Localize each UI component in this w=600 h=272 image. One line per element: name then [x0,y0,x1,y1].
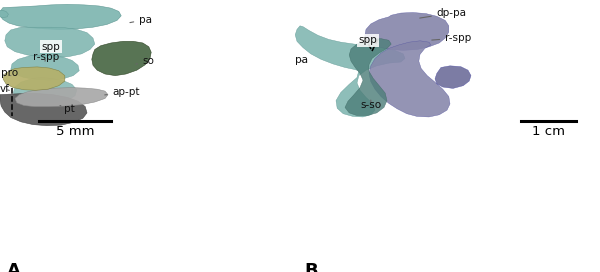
Text: pro: pro [1,68,19,78]
Text: A: A [7,262,21,272]
Polygon shape [0,4,121,29]
Polygon shape [92,41,151,76]
Polygon shape [3,67,65,90]
Text: pt: pt [60,104,74,114]
Polygon shape [0,10,8,18]
Text: spp: spp [41,42,61,52]
Text: r-spp: r-spp [33,52,59,62]
Text: so: so [136,56,155,66]
Polygon shape [369,41,450,117]
Text: 1 cm: 1 cm [532,125,565,138]
Text: ap-pt: ap-pt [105,88,140,97]
Polygon shape [13,78,77,104]
Text: vf: vf [0,84,10,94]
Polygon shape [11,55,79,80]
Text: pa: pa [295,55,308,65]
Polygon shape [345,39,391,116]
Text: 5 mm: 5 mm [56,125,94,138]
Text: dp-pa: dp-pa [420,8,467,18]
Polygon shape [365,13,449,50]
Polygon shape [435,66,471,88]
Polygon shape [0,94,87,126]
Text: pa: pa [130,15,152,24]
Text: r-spp: r-spp [432,33,472,43]
Polygon shape [5,27,95,58]
Text: spp: spp [359,35,377,45]
Text: B: B [305,262,319,272]
Polygon shape [295,26,405,117]
Text: s-so: s-so [360,100,382,110]
Polygon shape [15,88,108,107]
